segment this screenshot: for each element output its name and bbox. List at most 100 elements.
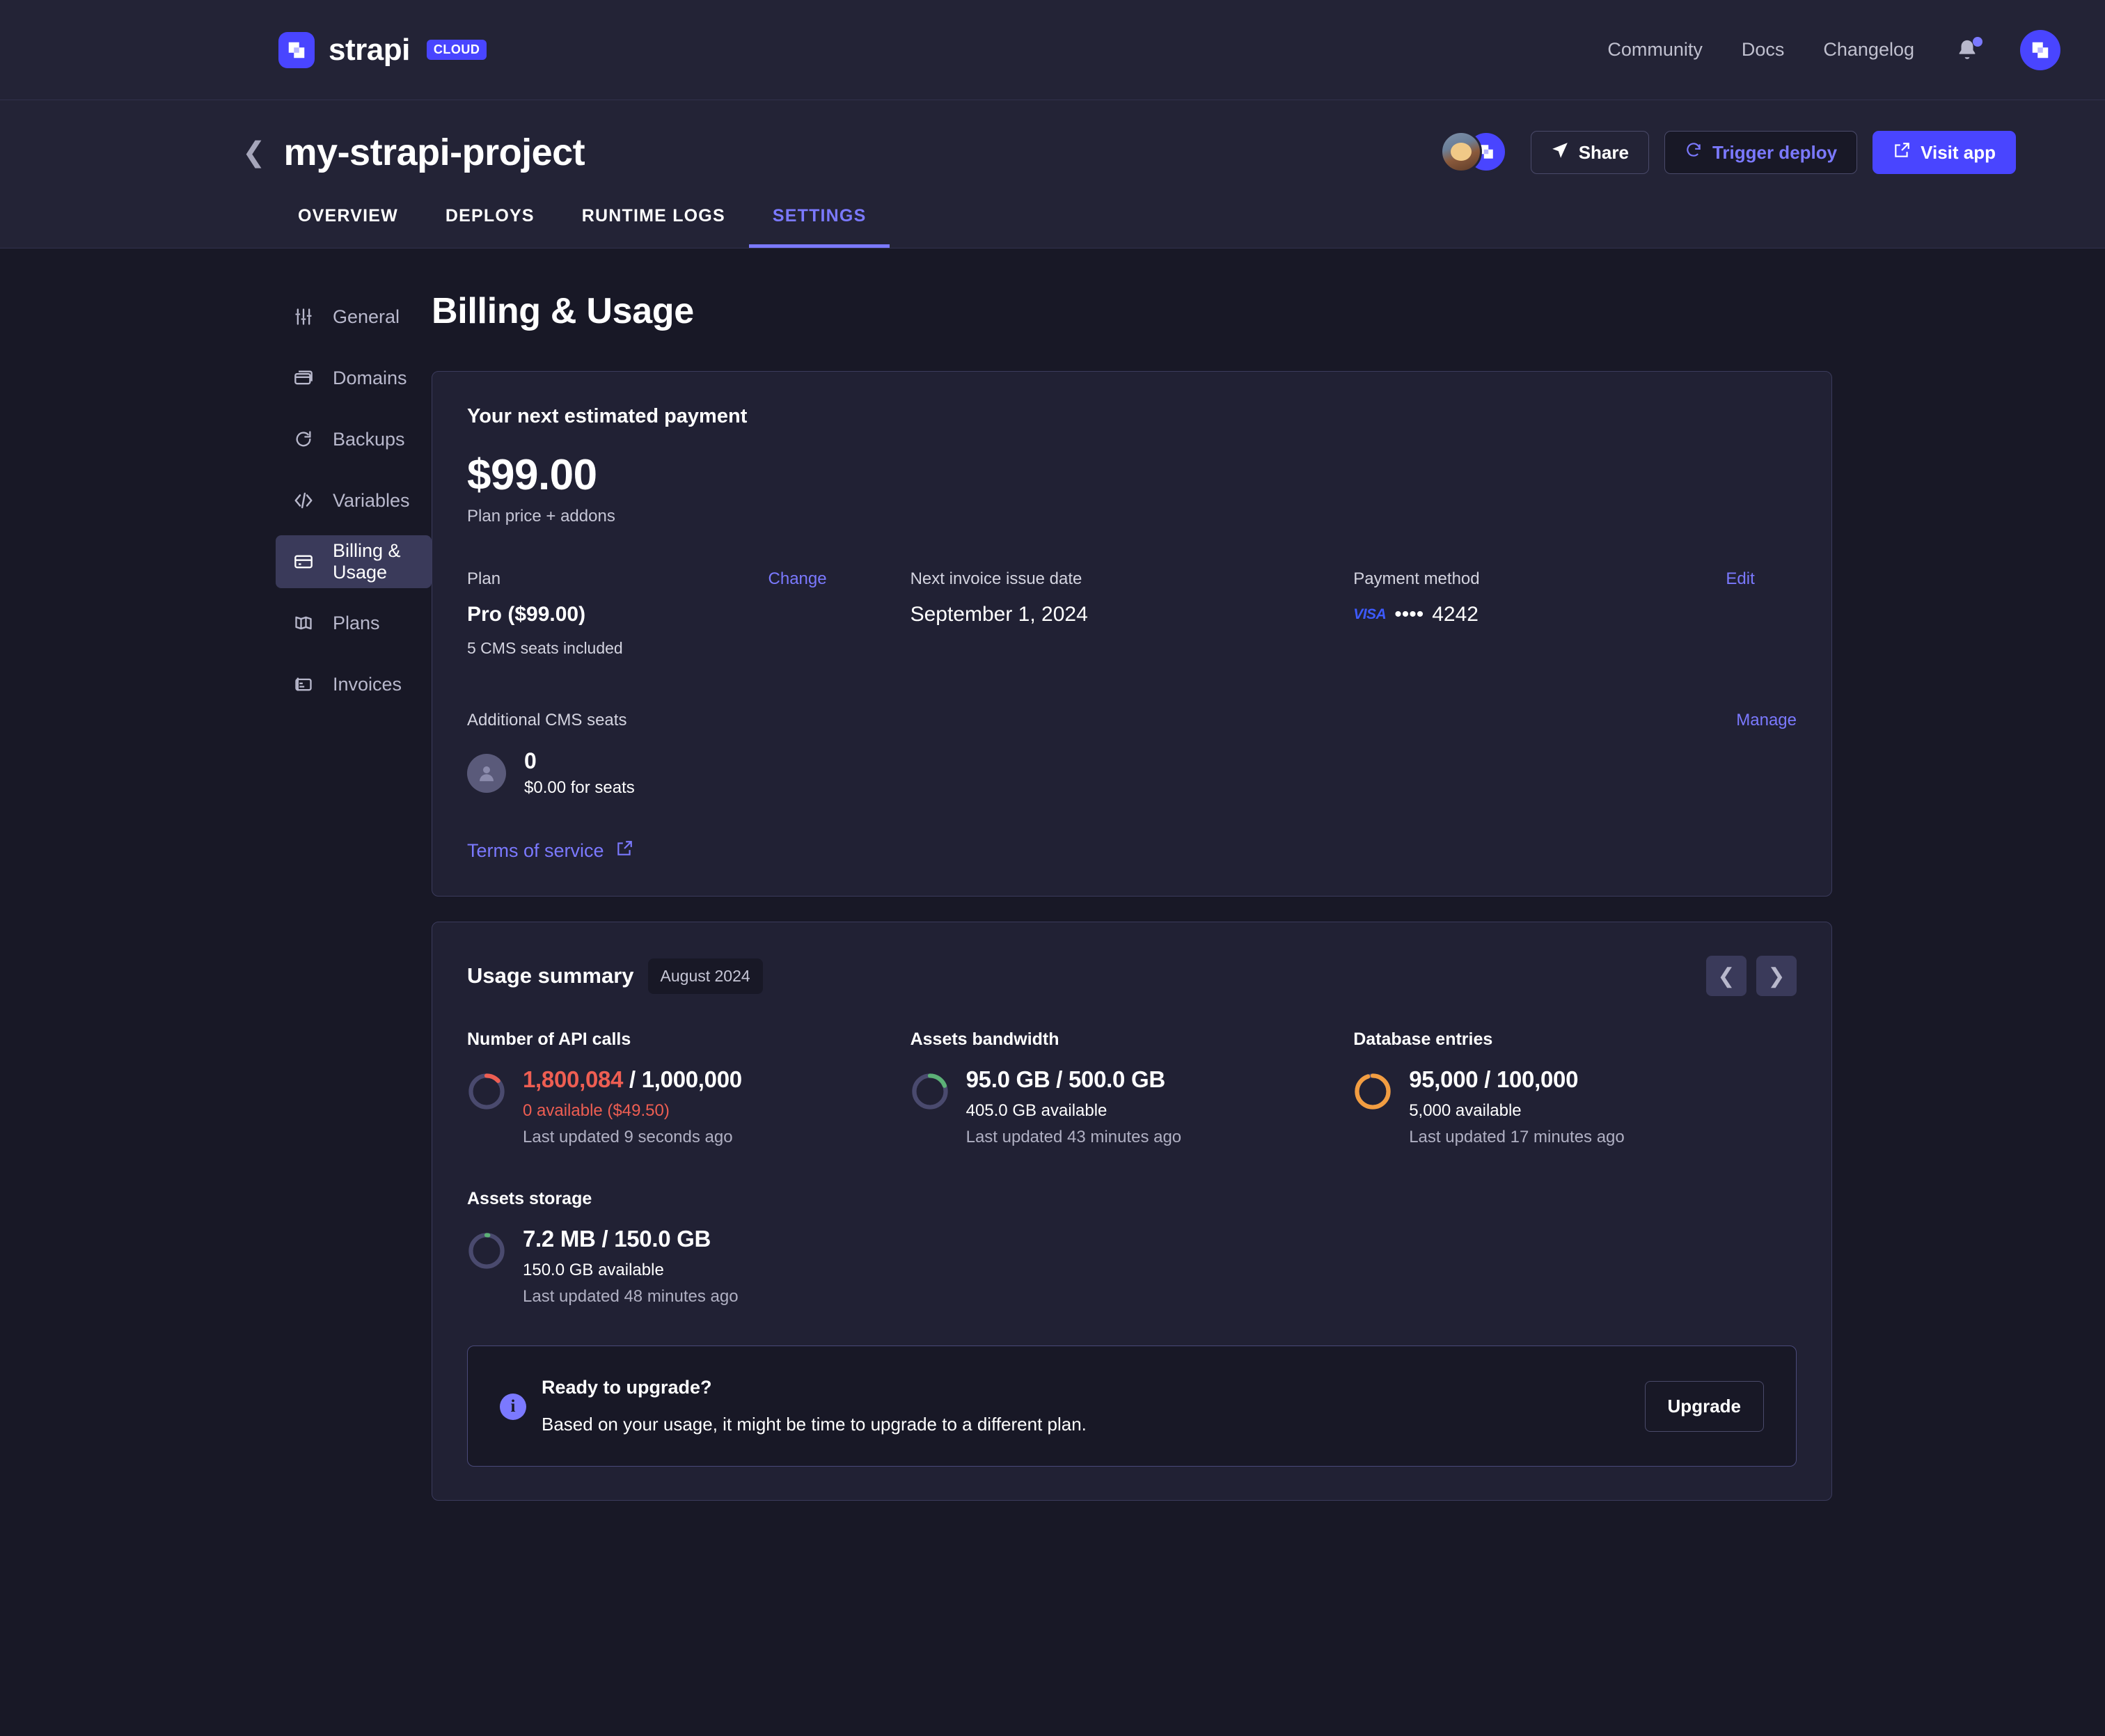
progress-ring	[468, 1073, 505, 1110]
trigger-deploy-button[interactable]: Trigger deploy	[1664, 131, 1858, 174]
metric-assets-storage: Assets storage 7.2 MB / 150.0 GB 150.0 G…	[467, 1189, 910, 1307]
brand-logo[interactable]: strapi CLOUD	[278, 31, 487, 68]
tab-runtime-logs[interactable]: RUNTIME LOGS	[581, 206, 725, 226]
invoice-date-label: Next invoice issue date	[910, 569, 1082, 588]
sidebar-item-variables[interactable]: Variables	[276, 474, 432, 527]
metric-limit: 1,000,000	[641, 1066, 742, 1092]
usage-period-badge: August 2024	[647, 958, 763, 994]
collaborator-avatars[interactable]	[1440, 131, 1507, 174]
metric-label: Assets bandwidth	[910, 1029, 1059, 1049]
metric-available: 405.0 GB available	[965, 1101, 1107, 1120]
next-payment-heading: Your next estimated payment	[467, 405, 748, 427]
upgrade-banner: i Ready to upgrade? Based on your usage,…	[467, 1346, 1797, 1467]
sidebar-item-plans[interactable]: Plans	[276, 597, 432, 649]
credit-card-icon	[292, 551, 315, 573]
progress-ring	[1355, 1073, 1391, 1110]
edit-payment-method-link[interactable]: Edit	[1726, 569, 1755, 588]
metric-used: 95,000	[1409, 1066, 1479, 1092]
metric-used: 7.2 MB	[523, 1226, 596, 1252]
sidebar-item-label: Variables	[333, 489, 410, 511]
manage-seats-link[interactable]: Manage	[1736, 711, 1797, 729]
payment-method-value: VISA •••• 4242	[1353, 603, 1797, 626]
payment-method-label: Payment method	[1353, 569, 1480, 588]
sidebar-item-billing-usage[interactable]: Billing & Usage	[276, 535, 432, 588]
share-button[interactable]: Share	[1530, 131, 1649, 174]
metric-updated: Last updated 43 minutes ago	[965, 1128, 1182, 1146]
next-payment-card: Your next estimated payment $99.00 Plan …	[432, 371, 1832, 897]
billing-info-row: Plan Change Pro ($99.00) 5 CMS seats inc…	[467, 569, 1797, 658]
terms-of-service-label: Terms of service	[467, 840, 604, 861]
next-payment-note: Plan price + addons	[467, 507, 615, 526]
metric-separator: /	[1050, 1066, 1069, 1092]
invoice-date-column: Next invoice issue date September 1, 202…	[910, 569, 1354, 658]
invoice-date-value: September 1, 2024	[910, 603, 1088, 626]
user-avatar-icon[interactable]	[2020, 29, 2060, 70]
settings-sidebar: General Domains Backups	[0, 290, 432, 1526]
card-last4: 4242	[1432, 603, 1479, 626]
visit-app-button[interactable]: Visit app	[1873, 131, 2016, 174]
sidebar-item-label: General	[333, 306, 400, 327]
plan-seats-note: 5 CMS seats included	[467, 639, 623, 657]
tab-settings[interactable]: SETTINGS	[748, 206, 890, 248]
top-nav-links: Community Docs Changelog	[1607, 29, 2060, 70]
change-plan-link[interactable]: Change	[768, 569, 827, 588]
tab-deploys[interactable]: DEPLOYS	[445, 206, 535, 226]
metric-available: 150.0 GB available	[523, 1261, 664, 1279]
usage-summary-header: Usage summary August 2024 ❮ ❯	[467, 956, 1797, 996]
upgrade-button[interactable]: Upgrade	[1644, 1380, 1764, 1432]
metric-updated: Last updated 17 minutes ago	[1409, 1128, 1625, 1146]
usage-next-button[interactable]: ❯	[1756, 956, 1797, 996]
book-open-icon	[292, 612, 315, 634]
page-title: my-strapi-project	[283, 132, 585, 173]
browser-window-icon	[292, 367, 315, 389]
external-link-icon	[1893, 141, 1911, 164]
payment-method-column: Payment method Edit VISA •••• 4242	[1353, 569, 1797, 658]
usage-prev-button[interactable]: ❮	[1706, 956, 1747, 996]
metric-label: Assets storage	[467, 1189, 592, 1208]
avatar	[1440, 131, 1482, 173]
additional-seats-label: Additional CMS seats	[467, 711, 627, 729]
progress-ring	[911, 1073, 948, 1110]
usage-metrics-row-2: Assets storage 7.2 MB / 150.0 GB 150.0 G…	[467, 1189, 1797, 1307]
sidebar-item-label: Plans	[333, 612, 380, 633]
terms-of-service-link[interactable]: Terms of service	[467, 839, 1797, 862]
bell-icon[interactable]	[1953, 36, 1982, 64]
sidebar-item-backups[interactable]: Backups	[276, 413, 432, 466]
project-header: ❮ my-strapi-project Share	[0, 100, 2105, 248]
billing-page-title: Billing & Usage	[432, 291, 694, 331]
metric-limit: 150.0 GB	[614, 1226, 711, 1252]
nav-link-docs[interactable]: Docs	[1741, 39, 1785, 60]
code-brackets-icon	[292, 489, 315, 512]
refresh-icon	[292, 428, 315, 450]
metric-limit: 500.0 GB	[1069, 1066, 1165, 1092]
metric-separator: /	[1478, 1066, 1497, 1092]
metric-assets-bandwidth: Assets bandwidth 95.0 GB / 500.0 GB 405.…	[910, 1029, 1354, 1147]
next-payment-amount: $99.00	[467, 451, 597, 499]
upgrade-banner-description: Based on your usage, it might be time to…	[542, 1414, 1087, 1435]
sidebar-item-label: Billing & Usage	[333, 540, 401, 583]
sidebar-item-general[interactable]: General	[276, 290, 432, 343]
metric-label: Database entries	[1353, 1029, 1493, 1049]
brand-cloud-badge: CLOUD	[426, 40, 487, 60]
nav-link-changelog[interactable]: Changelog	[1823, 39, 1914, 60]
metric-value: 1,800,084 / 1,000,000	[523, 1066, 742, 1093]
info-icon: i	[500, 1394, 526, 1420]
metric-value: 95,000 / 100,000	[1409, 1066, 1625, 1093]
sidebar-item-label: Invoices	[333, 673, 402, 695]
tab-overview[interactable]: OVERVIEW	[298, 206, 398, 226]
visit-app-label: Visit app	[1921, 141, 1996, 163]
seat-count: 0	[524, 748, 537, 773]
plan-value: Pro ($99.00)	[467, 603, 586, 626]
nav-link-community[interactable]: Community	[1607, 39, 1703, 60]
settings-main: Billing & Usage Your next estimated paym…	[432, 290, 2105, 1526]
page-body: General Domains Backups	[0, 248, 2105, 1526]
top-navbar: strapi CLOUD Community Docs Changelog	[0, 0, 2105, 100]
metric-api-calls: Number of API calls 1,800,084 / 1,000,00…	[467, 1029, 910, 1147]
sidebar-item-domains[interactable]: Domains	[276, 352, 432, 404]
metric-value: 7.2 MB / 150.0 GB	[523, 1226, 739, 1252]
metric-database-entries: Database entries 95,000 / 100,000 5,000 …	[1353, 1029, 1797, 1147]
sidebar-item-invoices[interactable]: Invoices	[276, 658, 432, 711]
chevron-left-icon[interactable]: ❮	[242, 137, 266, 168]
send-icon	[1551, 141, 1569, 164]
visa-logo-icon: VISA	[1353, 606, 1387, 622]
